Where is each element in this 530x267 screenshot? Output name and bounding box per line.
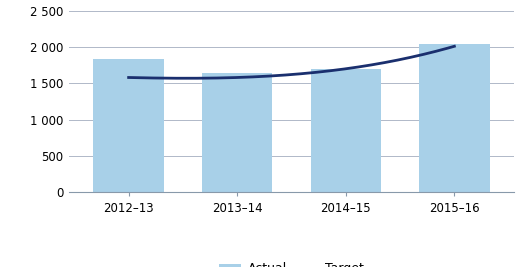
Bar bbox=[419, 44, 490, 192]
Bar bbox=[202, 73, 272, 192]
Legend: Actual, Target: Actual, Target bbox=[214, 257, 369, 267]
Bar bbox=[93, 59, 164, 192]
Bar bbox=[311, 69, 381, 192]
